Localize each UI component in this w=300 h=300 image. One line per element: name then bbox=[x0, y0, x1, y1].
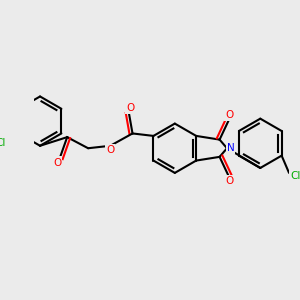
Text: O: O bbox=[106, 145, 114, 155]
Text: O: O bbox=[53, 158, 61, 167]
Text: N: N bbox=[226, 143, 234, 153]
Text: Cl: Cl bbox=[290, 171, 300, 182]
Text: Cl: Cl bbox=[0, 139, 5, 148]
Text: O: O bbox=[225, 176, 234, 186]
Text: O: O bbox=[225, 110, 234, 120]
Text: O: O bbox=[126, 103, 135, 113]
